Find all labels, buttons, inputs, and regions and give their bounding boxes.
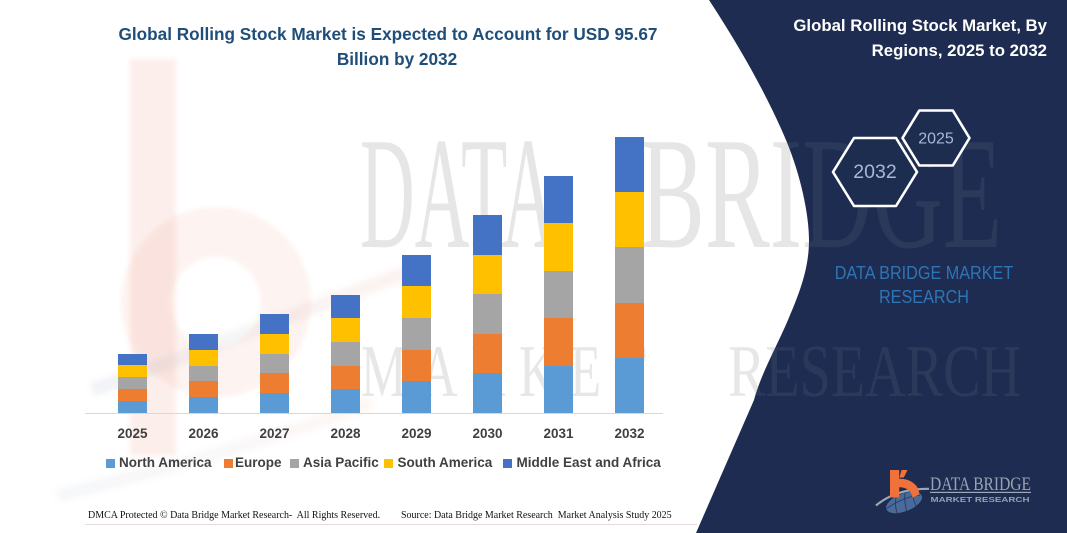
svg-text:RESEARCH: RESEARCH (728, 331, 1021, 413)
svg-text:MARKET RESEARCH: MARKET RESEARCH (931, 497, 1030, 504)
svg-text:DATA BRIDGE: DATA BRIDGE (930, 474, 1031, 495)
svg-text:2025: 2025 (918, 131, 954, 148)
svg-text:DATA: DATA (360, 104, 556, 282)
svg-text:2032: 2032 (853, 161, 896, 183)
